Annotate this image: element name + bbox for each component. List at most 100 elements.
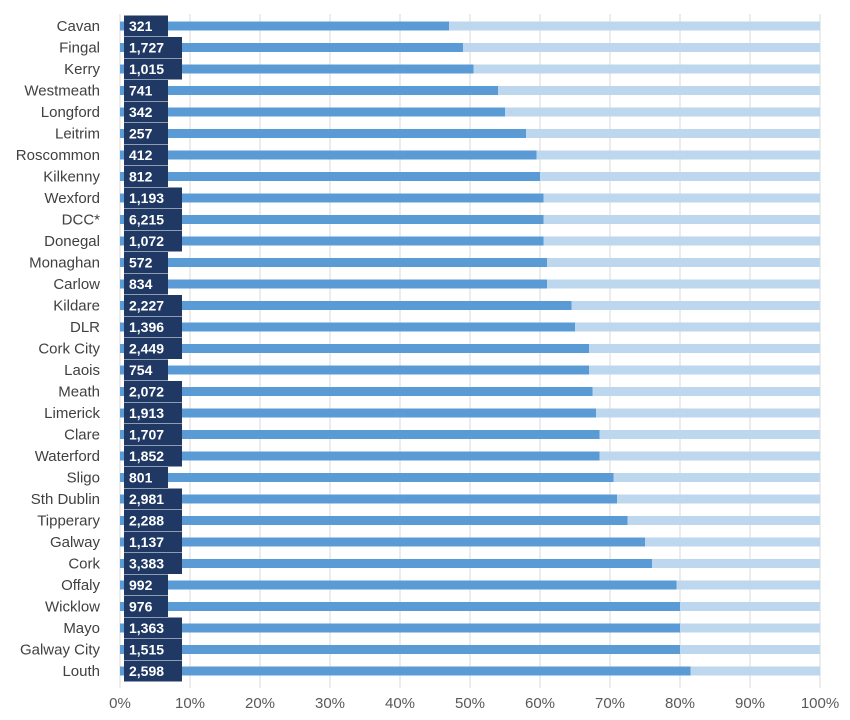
count-box	[124, 252, 168, 273]
category-label: Kildare	[53, 298, 100, 315]
bar-remainder	[543, 215, 820, 224]
bar	[120, 645, 680, 654]
bar	[120, 408, 596, 418]
count-label: 2,449	[129, 341, 164, 357]
count-box	[124, 445, 182, 467]
x-tick-label: 100%	[801, 695, 839, 712]
bar	[120, 473, 614, 482]
bar-remainder	[627, 516, 820, 525]
category-labels: Cavan Fingal Kerry Westmeath Longford Leitrim…	[16, 18, 101, 680]
x-tick-label: 10%	[175, 695, 205, 712]
category-label: Waterford	[35, 448, 100, 465]
category-label: Westmeath	[24, 83, 100, 100]
count-box	[124, 166, 168, 187]
count-box	[124, 316, 182, 338]
bar	[120, 623, 680, 633]
count-label: 2,288	[129, 513, 164, 529]
category-label: Leitrim	[55, 126, 100, 143]
bar-remainder	[463, 43, 820, 52]
bar-remainder	[599, 451, 820, 461]
bar-remainder	[652, 559, 820, 568]
x-tick-label: 20%	[245, 695, 275, 712]
bar-remainder	[599, 430, 820, 439]
bar-remainder	[680, 645, 820, 654]
bar-remainder	[547, 279, 820, 289]
x-tick-label: 80%	[665, 695, 695, 712]
count-box	[124, 402, 182, 424]
category-label: Galway	[50, 534, 101, 551]
bar	[120, 258, 547, 267]
bar-remainder	[473, 64, 820, 74]
count-label: 1,913	[129, 405, 164, 421]
category-label: Monaghan	[29, 255, 100, 272]
count-label: 812	[129, 169, 153, 185]
category-label: Cavan	[57, 18, 100, 35]
bar	[120, 86, 498, 95]
x-tick-label: 50%	[455, 695, 485, 712]
bar-remainder	[680, 623, 820, 633]
count-box	[124, 123, 168, 144]
bar	[120, 537, 645, 547]
bar	[120, 172, 540, 181]
bar	[120, 64, 474, 74]
count-box	[124, 359, 168, 381]
count-box	[124, 58, 182, 80]
count-label: 572	[129, 255, 153, 271]
count-label: 3,383	[129, 556, 164, 572]
category-label: Cork	[68, 556, 100, 573]
bar	[120, 322, 575, 332]
category-label: Louth	[62, 663, 100, 680]
category-label: DCC*	[62, 212, 100, 229]
bar	[120, 559, 652, 568]
count-label: 754	[129, 362, 153, 378]
count-box	[124, 596, 168, 617]
count-label: 412	[129, 147, 153, 163]
count-box	[124, 273, 168, 295]
bar-remainder	[589, 365, 820, 375]
count-box	[124, 553, 182, 574]
bar	[120, 215, 544, 224]
bar	[120, 430, 600, 439]
bar	[120, 21, 449, 31]
bar	[120, 344, 589, 353]
count-box	[124, 101, 168, 123]
count-box	[124, 381, 182, 402]
category-label: Tipperary	[37, 513, 100, 530]
bar-remainder	[690, 666, 820, 676]
bar-remainder	[575, 322, 820, 332]
count-label: 1,363	[129, 620, 164, 636]
bar-remainder	[613, 473, 820, 482]
bar-remainder	[592, 387, 820, 396]
bar	[120, 150, 537, 160]
bar-remainder	[676, 580, 820, 590]
bars: 321 1,727 1,015 741 342 257 412 812 1,193 6,215 1,…	[120, 15, 820, 682]
category-label: Galway City	[20, 642, 101, 659]
category-label: Longford	[41, 104, 100, 121]
bar	[120, 301, 572, 310]
count-label: 741	[129, 83, 153, 99]
count-label: 1,015	[129, 61, 164, 77]
count-box	[124, 338, 182, 359]
count-box	[124, 209, 182, 230]
count-label: 2,227	[129, 298, 164, 314]
count-label: 1,727	[129, 40, 164, 56]
bar	[120, 43, 463, 52]
bar-remainder	[571, 301, 820, 310]
bar-remainder	[589, 344, 820, 353]
bar-remainder	[680, 602, 820, 611]
count-label: 2,072	[129, 384, 164, 400]
count-label: 976	[129, 599, 153, 615]
bar-remainder	[543, 236, 820, 246]
bar-remainder	[449, 21, 820, 31]
bar-remainder	[505, 107, 820, 117]
count-box	[124, 37, 182, 58]
x-tick-label: 30%	[315, 695, 345, 712]
count-label: 1,137	[129, 534, 164, 550]
category-label: Sth Dublin	[31, 491, 100, 508]
bar-remainder	[543, 193, 820, 203]
bar	[120, 666, 691, 676]
x-tick-label: 60%	[525, 695, 555, 712]
category-label: DLR	[70, 319, 100, 336]
category-label: Kilkenny	[43, 169, 100, 186]
